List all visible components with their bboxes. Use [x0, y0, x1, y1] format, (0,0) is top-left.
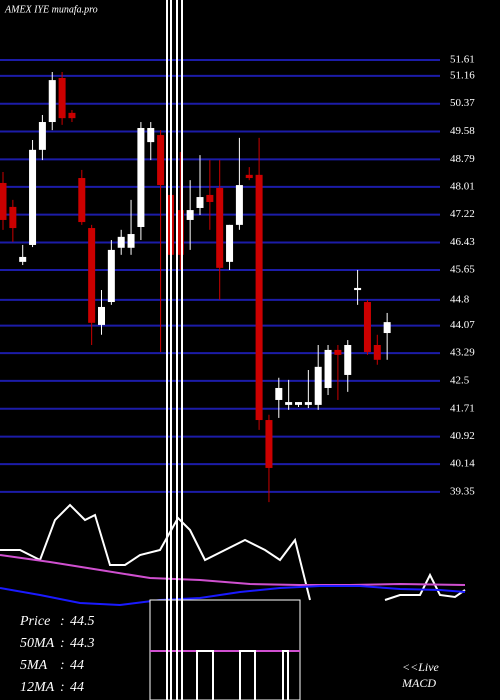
indicator-line	[384, 572, 466, 601]
candle-body	[363, 302, 371, 353]
stat-value: 44.5	[70, 614, 95, 629]
y-tick-label: 44.8	[450, 293, 470, 305]
candle-body	[38, 122, 46, 150]
candle-body	[98, 306, 105, 325]
candle-body	[344, 345, 352, 375]
y-tick-label: 50.37	[450, 97, 475, 109]
stat-value: 44.3	[70, 636, 95, 651]
candle-body	[147, 128, 155, 143]
indicator-panel	[0, 503, 466, 607]
stat-label: Price	[19, 614, 50, 629]
candle-body	[235, 185, 243, 225]
candle-body	[275, 387, 283, 400]
stat-value: 44	[70, 658, 84, 673]
candle-body	[196, 197, 204, 208]
candle-body	[107, 249, 115, 303]
candle-body	[383, 322, 391, 334]
stat-value: 44	[70, 680, 84, 695]
y-tick-label: 40.92	[450, 430, 475, 442]
y-tick-label: 46.43	[450, 236, 475, 248]
candle-body	[304, 402, 312, 405]
indicator-line	[0, 503, 311, 601]
grid: 51.61 51.16 50.37 49.58 48.79 48.01 47.22 46.43…	[0, 54, 475, 497]
candle-body	[354, 287, 362, 291]
candle-body	[78, 178, 86, 223]
candle-body	[48, 80, 56, 123]
stat-label: 5MA	[20, 658, 48, 673]
candle-body	[186, 210, 194, 220]
y-tick-label: 42.5	[450, 374, 470, 386]
candle-body	[245, 174, 253, 179]
candle-body	[9, 206, 17, 229]
candle-body	[137, 128, 145, 227]
y-tick-label: 51.16	[450, 69, 475, 81]
candle-body	[88, 228, 96, 323]
stat-label: 12MA	[20, 680, 55, 695]
vertical-markers	[166, 0, 183, 700]
candles	[0, 71, 391, 503]
chart-title: AMEX IYE munafa.pro	[4, 4, 98, 15]
candle-body	[285, 402, 293, 405]
stat-sep: :	[60, 658, 65, 673]
candle-body	[58, 77, 66, 119]
y-tick-label: 45.65	[450, 264, 475, 276]
y-tick-label: 44.07	[450, 319, 475, 331]
stat-label: 50MA	[20, 636, 55, 651]
y-tick-label: 40.14	[450, 458, 475, 470]
candle-body	[226, 224, 234, 262]
y-tick-label: 51.61	[450, 54, 475, 66]
candle-body	[157, 135, 165, 186]
y-tick-label: 48.01	[450, 180, 475, 192]
y-tick-label: 43.29	[450, 347, 475, 359]
y-tick-label: 41.71	[450, 402, 475, 414]
indicator-line	[0, 585, 466, 607]
stat-sep: :	[60, 636, 65, 651]
candle-body	[255, 174, 263, 421]
y-tick-label: 39.35	[450, 485, 475, 497]
candle-body	[68, 112, 76, 119]
stat-sep: :	[60, 680, 65, 695]
candle-body	[314, 366, 322, 405]
candle-body	[373, 345, 381, 360]
candle-body	[176, 210, 184, 255]
candle-body	[127, 234, 135, 248]
live-label: <<Live	[402, 660, 440, 674]
candle-body	[334, 349, 342, 355]
y-tick-label: 49.58	[450, 125, 475, 137]
macd-steps	[196, 650, 289, 700]
stat-sep: :	[60, 614, 65, 629]
candle-body	[265, 420, 273, 468]
macd-label: MACD	[401, 676, 436, 690]
candle-body	[295, 402, 302, 405]
candle-body	[19, 256, 27, 262]
candle-body	[0, 182, 7, 220]
y-tick-label: 48.79	[450, 153, 475, 165]
candle-body	[206, 194, 214, 202]
candle-body	[324, 349, 332, 388]
candle-body	[216, 187, 224, 268]
indicator-line	[0, 554, 466, 586]
y-tick-label: 47.22	[450, 208, 475, 220]
candle-body	[29, 149, 37, 245]
candle-body	[117, 236, 125, 248]
